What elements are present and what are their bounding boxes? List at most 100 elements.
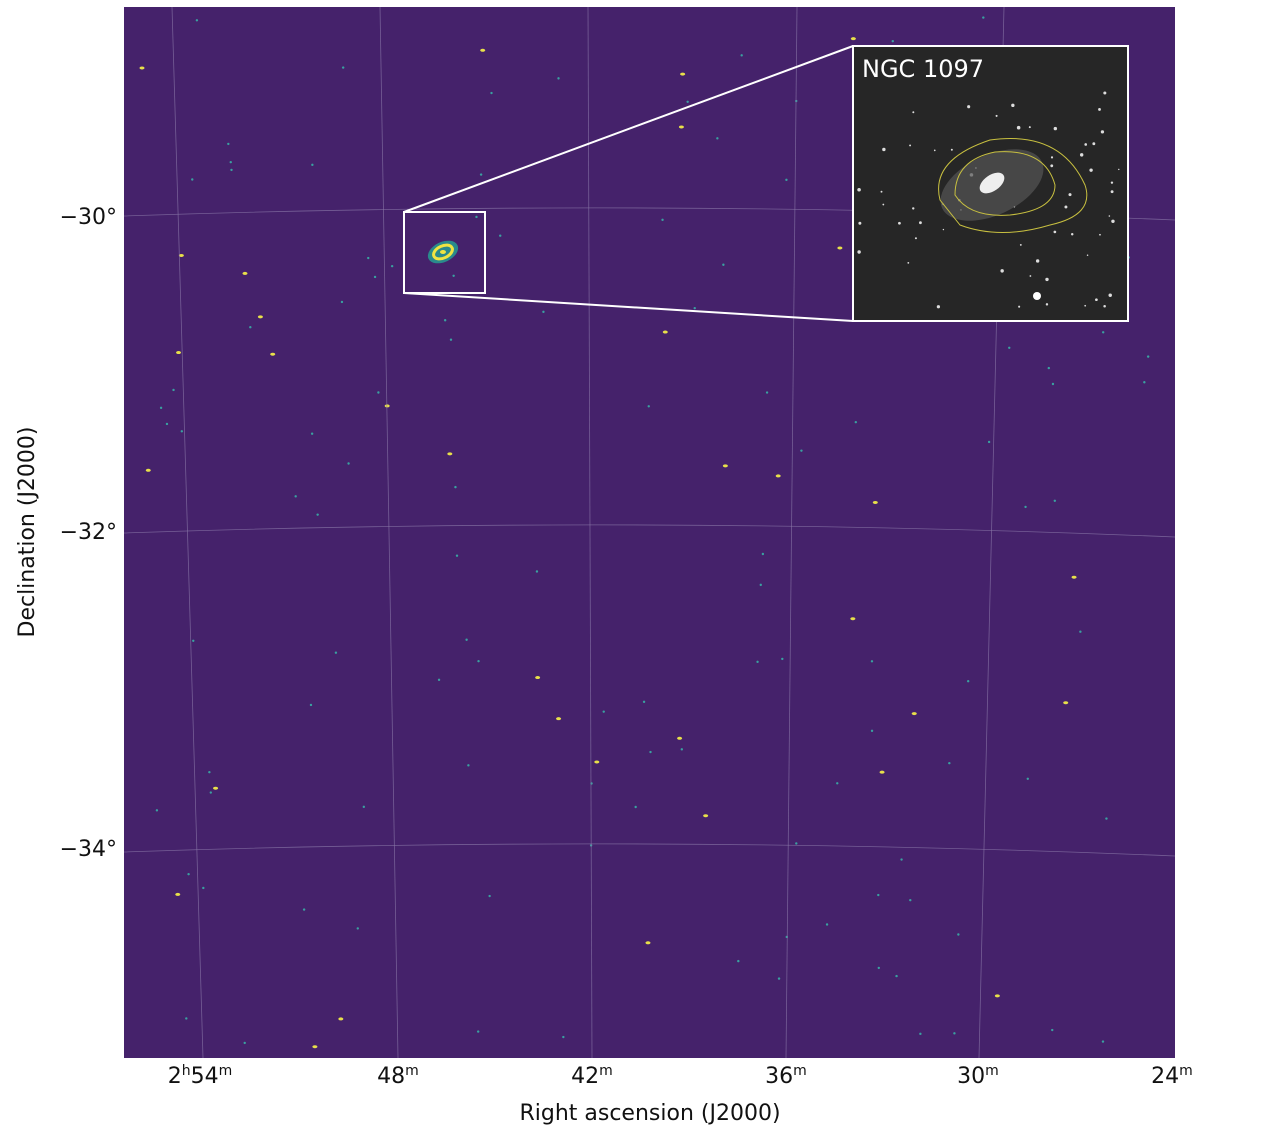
star — [858, 221, 862, 225]
star — [882, 147, 886, 152]
source — [957, 933, 960, 936]
source — [836, 782, 839, 785]
star — [1079, 153, 1084, 157]
source — [677, 736, 683, 740]
source — [777, 977, 781, 980]
star — [912, 111, 915, 114]
source — [1024, 505, 1027, 509]
star — [1050, 156, 1054, 159]
source — [891, 39, 894, 43]
star — [1029, 275, 1032, 277]
source — [1047, 366, 1051, 370]
source — [202, 886, 205, 890]
star — [1016, 125, 1021, 130]
star — [1118, 168, 1120, 171]
grid — [123, 6, 1176, 1059]
x-tick-label: 30m — [957, 1063, 999, 1089]
source — [499, 234, 502, 237]
star — [942, 228, 945, 231]
source — [535, 570, 539, 573]
source — [230, 168, 233, 172]
source — [870, 660, 874, 663]
source — [1101, 1040, 1105, 1043]
source — [312, 1045, 318, 1049]
source — [180, 430, 184, 433]
x-tick-part: 24 — [1151, 1064, 1179, 1089]
source — [647, 405, 650, 408]
source — [454, 485, 457, 489]
star — [1103, 91, 1107, 95]
source — [693, 306, 696, 310]
source — [340, 300, 344, 304]
source — [310, 432, 314, 435]
x-tick-label: 24m — [1151, 1063, 1193, 1089]
source — [716, 137, 719, 140]
x-tick-part: m — [985, 1063, 999, 1079]
source — [759, 583, 762, 587]
star — [1028, 126, 1031, 129]
star — [1018, 305, 1021, 308]
x-tick-part: m — [219, 1063, 233, 1079]
x-tick-part: 54 — [191, 1064, 219, 1089]
source — [477, 659, 480, 663]
star — [914, 237, 917, 240]
source — [645, 941, 651, 945]
star — [1000, 269, 1004, 273]
source — [367, 256, 370, 260]
x-tick-label: 2h54m — [168, 1063, 233, 1089]
source — [785, 178, 788, 182]
y-tick-label: −34° — [60, 837, 117, 862]
source — [756, 660, 759, 664]
star — [1070, 233, 1074, 236]
source — [765, 391, 769, 394]
source — [243, 1041, 246, 1045]
x-tick-part: h — [182, 1063, 191, 1079]
source — [452, 274, 455, 277]
source — [966, 680, 970, 683]
source — [662, 330, 668, 334]
source — [465, 638, 468, 641]
source — [740, 54, 743, 57]
star — [1100, 130, 1105, 134]
source — [837, 246, 843, 250]
source — [480, 48, 486, 52]
source — [1079, 630, 1082, 633]
x-tick-part: 48 — [377, 1064, 405, 1089]
source — [761, 552, 765, 556]
star — [1095, 298, 1098, 302]
source — [872, 500, 878, 504]
star — [1019, 243, 1022, 246]
star — [857, 250, 861, 254]
source — [362, 805, 366, 809]
source — [347, 462, 350, 465]
source — [172, 388, 175, 392]
star — [1098, 108, 1101, 111]
source — [242, 271, 248, 275]
source — [661, 218, 664, 222]
x-tick-part: m — [405, 1063, 419, 1079]
source — [948, 761, 951, 765]
y-tick-label: −30° — [60, 205, 117, 230]
source — [680, 72, 686, 76]
source — [490, 91, 493, 95]
star — [967, 105, 971, 109]
star — [1045, 303, 1049, 306]
galaxy-bulge — [979, 172, 1005, 194]
source — [535, 676, 541, 680]
source — [911, 712, 917, 716]
x-ticks: 2h54m 48m 42m 36m 30m 24m — [168, 1063, 1193, 1089]
source — [703, 814, 709, 818]
source — [722, 263, 725, 266]
star — [1053, 126, 1058, 131]
source — [602, 710, 605, 713]
source — [686, 100, 689, 103]
star — [950, 148, 953, 151]
y-tick-label: −32° — [60, 520, 117, 545]
star — [919, 221, 922, 225]
source — [338, 1017, 344, 1021]
x-tick-part: 2 — [168, 1064, 182, 1089]
grid-line — [171, 6, 204, 1059]
galaxy — [427, 240, 459, 264]
source — [850, 37, 856, 41]
